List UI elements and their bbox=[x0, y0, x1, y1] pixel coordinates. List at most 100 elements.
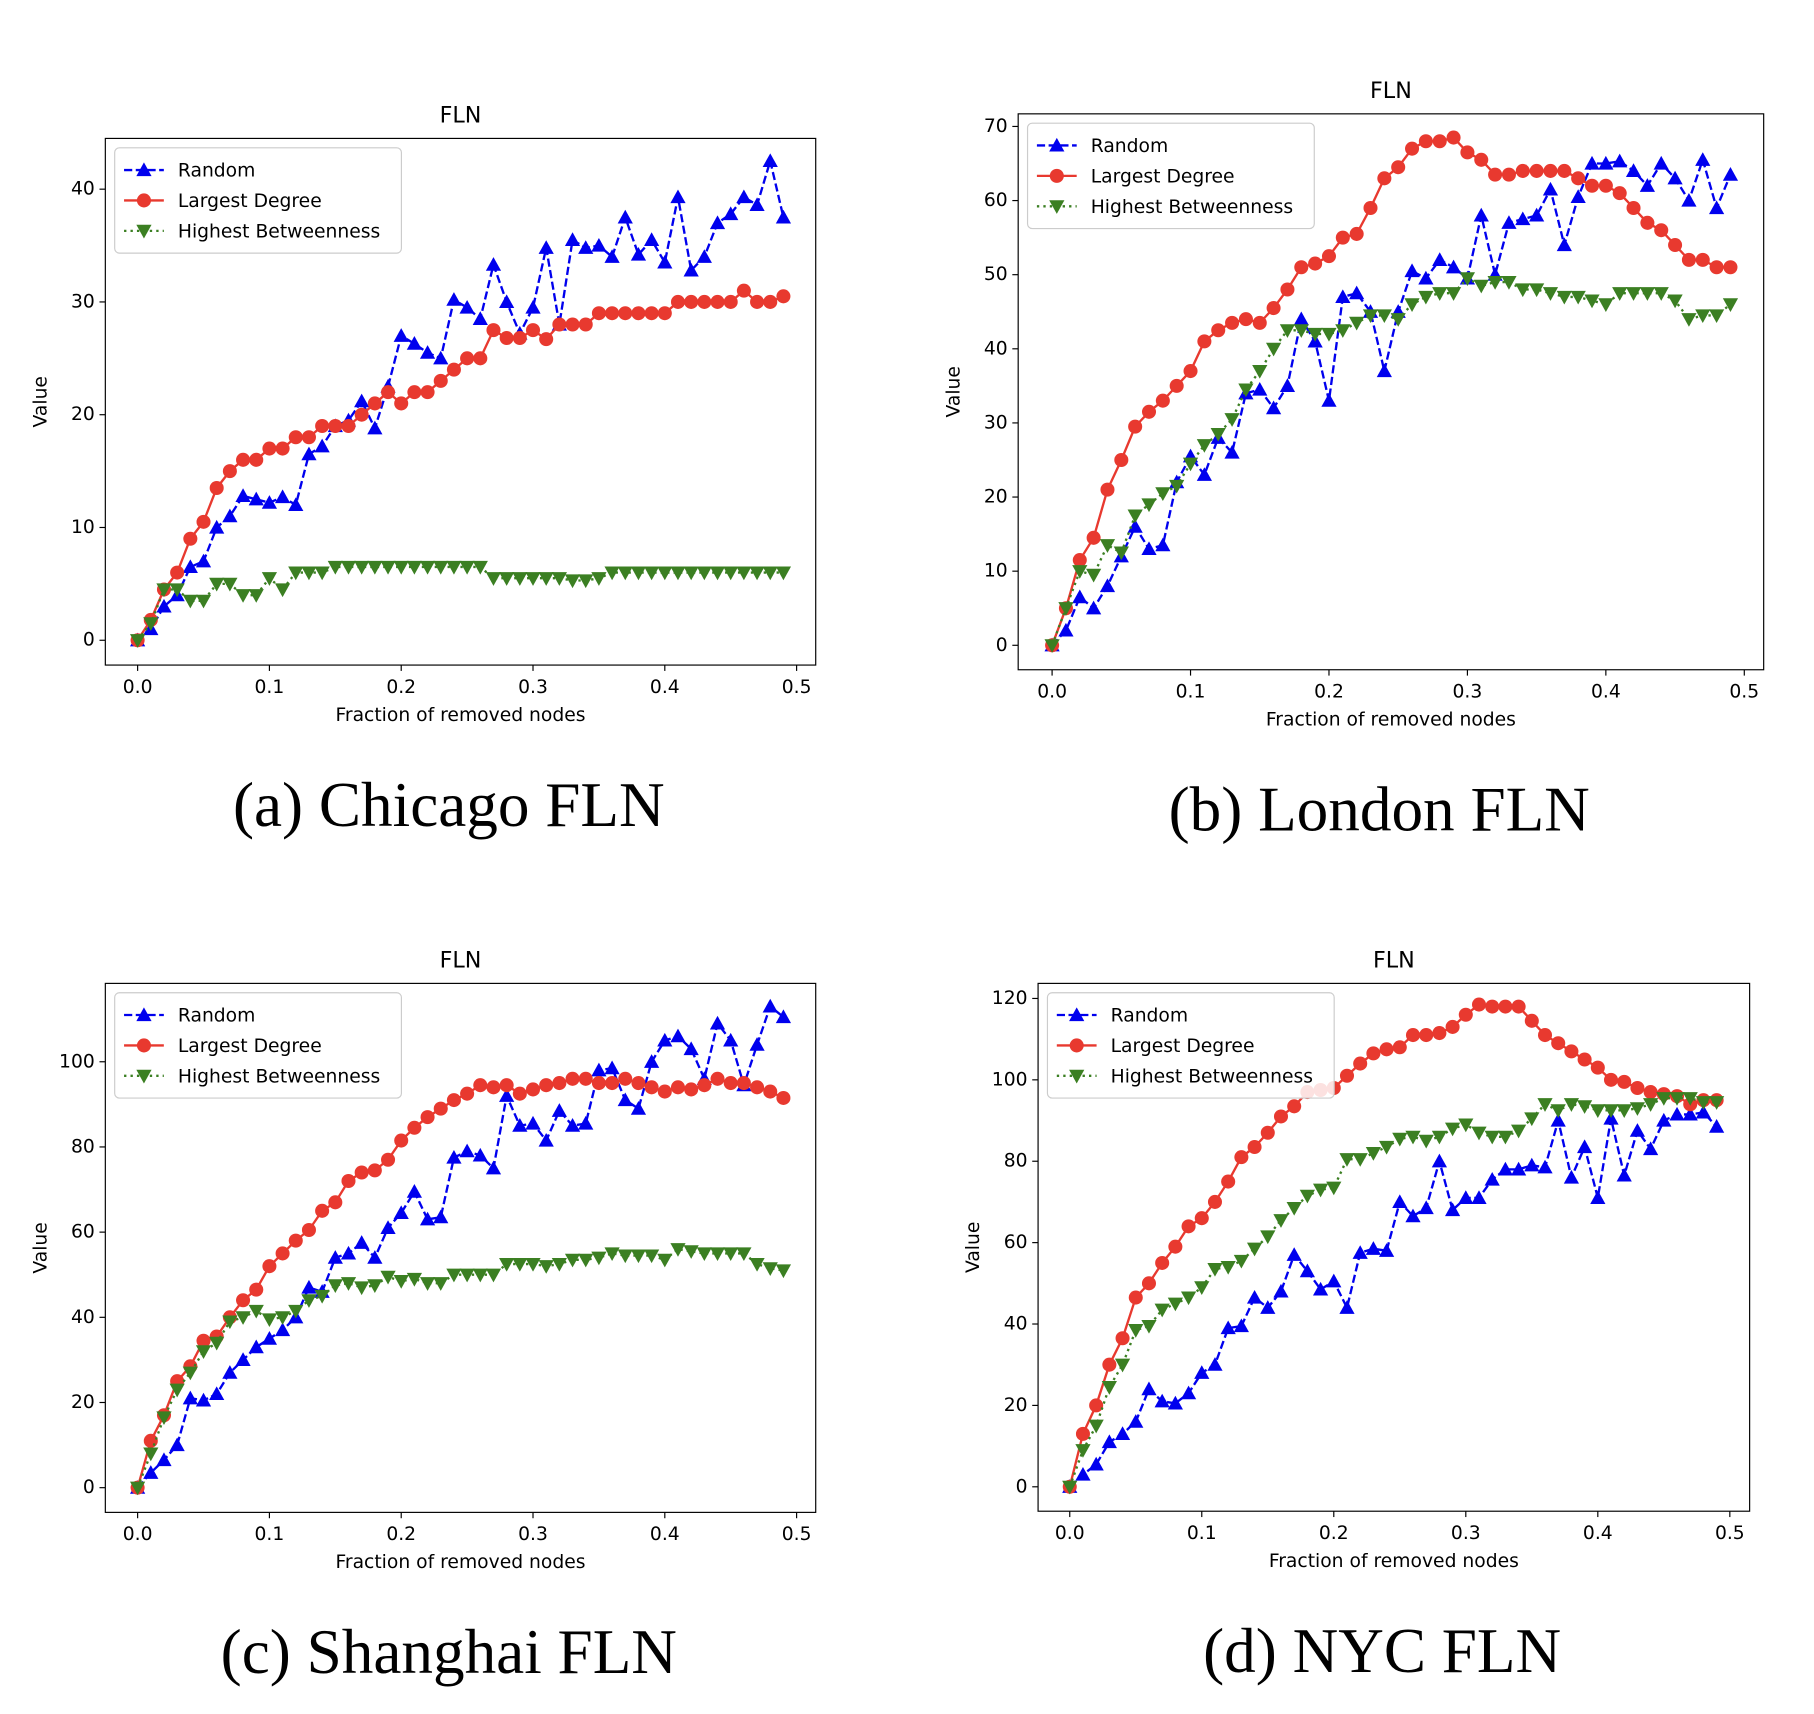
marker bbox=[1196, 439, 1212, 453]
marker bbox=[446, 1268, 462, 1283]
marker bbox=[1376, 363, 1392, 378]
marker bbox=[222, 1365, 238, 1379]
marker bbox=[697, 1078, 712, 1093]
y-tick-label: 70 bbox=[984, 116, 1008, 137]
marker bbox=[1418, 290, 1434, 305]
marker bbox=[697, 294, 712, 309]
marker bbox=[1681, 313, 1697, 327]
marker bbox=[1577, 1052, 1592, 1067]
marker bbox=[1616, 1167, 1632, 1182]
marker bbox=[156, 1411, 172, 1426]
marker bbox=[1667, 294, 1683, 309]
marker bbox=[1086, 530, 1101, 545]
x-tick-label: 0.0 bbox=[1037, 681, 1067, 702]
marker bbox=[1155, 537, 1171, 552]
marker bbox=[723, 566, 739, 581]
x-tick-label: 0.4 bbox=[650, 677, 680, 698]
marker bbox=[1551, 1036, 1566, 1051]
marker bbox=[1405, 1208, 1421, 1223]
marker bbox=[301, 566, 317, 581]
marker bbox=[1069, 1007, 1085, 1022]
marker bbox=[749, 197, 765, 212]
marker bbox=[1089, 1398, 1104, 1413]
marker bbox=[1252, 381, 1268, 396]
marker bbox=[1247, 1139, 1262, 1155]
marker bbox=[1709, 260, 1724, 275]
marker bbox=[631, 306, 646, 321]
marker bbox=[1293, 324, 1309, 338]
marker bbox=[591, 1062, 607, 1077]
marker bbox=[644, 566, 660, 581]
marker bbox=[1128, 1414, 1144, 1428]
marker bbox=[249, 452, 264, 467]
marker bbox=[195, 594, 212, 609]
x-tick-label: 0.4 bbox=[650, 1524, 680, 1545]
y-tick-label: 40 bbox=[71, 179, 95, 200]
marker bbox=[473, 1078, 488, 1093]
marker bbox=[314, 566, 330, 581]
marker bbox=[1326, 1273, 1342, 1288]
y-tick-label: 20 bbox=[984, 487, 1008, 508]
x-axis-label: Fraction of removed nodes bbox=[335, 1552, 585, 1573]
marker bbox=[261, 1313, 278, 1328]
marker bbox=[1293, 311, 1309, 326]
marker bbox=[446, 1149, 462, 1164]
marker bbox=[1362, 309, 1379, 324]
marker bbox=[1224, 444, 1240, 459]
legend-label: Random bbox=[178, 161, 256, 182]
marker bbox=[222, 1315, 238, 1330]
marker bbox=[406, 336, 423, 350]
marker bbox=[367, 1163, 382, 1178]
marker bbox=[1695, 252, 1710, 267]
marker bbox=[485, 1160, 502, 1175]
x-tick-label: 0.5 bbox=[782, 1524, 812, 1545]
legend-label: Largest Degree bbox=[1111, 1036, 1255, 1057]
marker bbox=[1695, 309, 1711, 324]
marker bbox=[1418, 270, 1434, 285]
marker bbox=[565, 317, 580, 332]
marker bbox=[670, 294, 686, 309]
marker bbox=[1445, 1019, 1460, 1034]
marker bbox=[420, 385, 435, 400]
marker bbox=[564, 1118, 581, 1132]
marker bbox=[683, 566, 699, 581]
marker bbox=[1238, 312, 1253, 327]
marker bbox=[591, 1076, 606, 1091]
marker bbox=[136, 224, 152, 239]
marker bbox=[1471, 1190, 1487, 1204]
marker bbox=[1101, 1434, 1117, 1449]
marker bbox=[1577, 1139, 1593, 1154]
marker bbox=[1471, 997, 1487, 1012]
marker bbox=[1154, 1303, 1170, 1318]
marker bbox=[222, 577, 238, 592]
marker bbox=[1485, 999, 1500, 1014]
marker bbox=[275, 1246, 290, 1261]
caption: (b) London FLN bbox=[1169, 775, 1590, 845]
marker bbox=[525, 1257, 541, 1272]
marker bbox=[1378, 1140, 1395, 1155]
marker bbox=[618, 1071, 633, 1086]
marker bbox=[1326, 1181, 1342, 1196]
marker bbox=[538, 572, 554, 586]
marker bbox=[709, 1015, 726, 1030]
marker bbox=[341, 418, 356, 434]
marker bbox=[1404, 263, 1420, 278]
marker bbox=[367, 1250, 383, 1264]
marker bbox=[538, 240, 554, 254]
marker bbox=[1432, 1026, 1447, 1041]
marker bbox=[1049, 137, 1065, 152]
series-line bbox=[136, 1077, 784, 1488]
marker bbox=[394, 1133, 409, 1148]
marker bbox=[630, 566, 647, 581]
series bbox=[1051, 276, 1732, 646]
marker bbox=[1584, 294, 1600, 309]
marker bbox=[1625, 287, 1642, 301]
marker bbox=[1639, 178, 1655, 192]
marker bbox=[1044, 639, 1060, 653]
marker bbox=[710, 1071, 725, 1086]
marker bbox=[314, 1289, 330, 1304]
marker bbox=[1352, 1153, 1368, 1167]
x-tick-label: 0.2 bbox=[386, 1524, 416, 1545]
marker bbox=[1321, 327, 1337, 342]
x-tick-label: 0.2 bbox=[386, 677, 416, 698]
